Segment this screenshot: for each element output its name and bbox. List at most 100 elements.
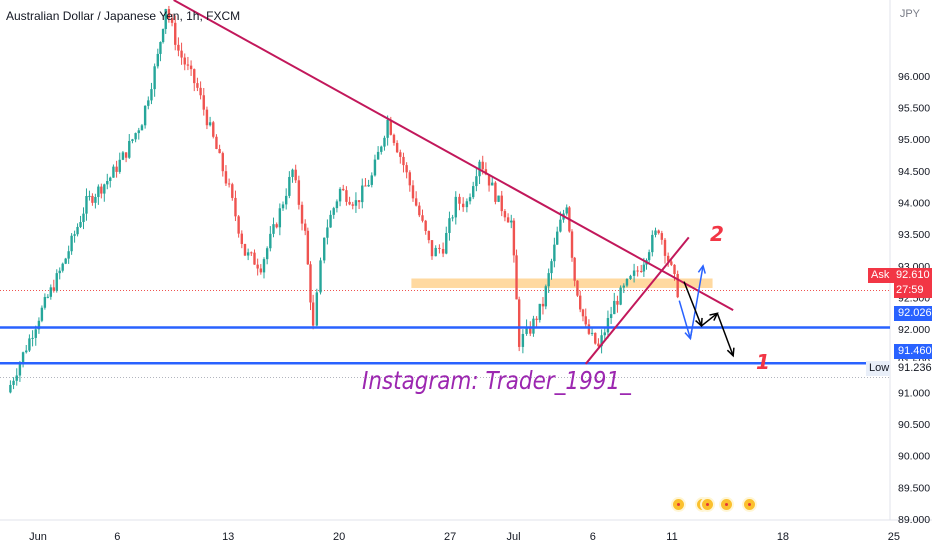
candle-body xyxy=(451,217,454,219)
event-icon[interactable] xyxy=(671,497,686,512)
candle-body xyxy=(300,204,304,224)
candle-body xyxy=(418,205,421,216)
candle-body xyxy=(177,44,180,51)
candle-body xyxy=(85,196,88,214)
candle-body xyxy=(506,217,510,223)
candle-body xyxy=(354,200,358,206)
candle-body xyxy=(297,180,301,205)
candle-body xyxy=(124,152,128,158)
candle-body xyxy=(373,159,377,176)
candle-body xyxy=(660,233,664,240)
candle-body xyxy=(73,234,76,236)
candle-body xyxy=(97,186,100,198)
candle-body xyxy=(109,177,112,181)
candle-body xyxy=(49,287,53,297)
candle-body xyxy=(262,259,266,273)
candle-body xyxy=(221,153,224,172)
candle-body xyxy=(259,268,263,273)
low-label: Low xyxy=(869,362,890,374)
candle-body xyxy=(79,222,82,227)
candle-body xyxy=(67,251,70,259)
event-icon[interactable] xyxy=(719,497,734,512)
candle-body xyxy=(494,182,497,202)
candle-body xyxy=(348,201,351,205)
candle-body xyxy=(294,169,297,181)
candle-body xyxy=(174,22,177,45)
candle-body xyxy=(521,333,525,347)
x-tick-label: 6 xyxy=(590,531,596,543)
candle-body xyxy=(288,176,291,196)
candle-body xyxy=(153,66,156,90)
candle-body xyxy=(128,140,131,158)
candle-body xyxy=(100,186,103,194)
candle-body xyxy=(281,204,285,209)
candle-body xyxy=(541,303,545,307)
low-price-tag: 91.236 xyxy=(894,361,932,376)
candle-body xyxy=(392,134,396,143)
candle-body xyxy=(640,270,643,272)
candle-body xyxy=(234,197,237,217)
candle-body xyxy=(590,332,594,334)
candle-body xyxy=(676,274,679,298)
candle-body xyxy=(370,175,373,185)
candle-body xyxy=(380,146,383,152)
candle-body xyxy=(70,235,73,252)
candle-body xyxy=(15,375,18,381)
level-upper-price: 92.026 xyxy=(898,307,932,319)
candle-body xyxy=(632,270,636,276)
candle-body xyxy=(421,215,424,221)
ask-tag: Ask xyxy=(868,268,894,283)
candle-body xyxy=(434,247,437,257)
instagram-watermark: Instagram: Trader_1991_ xyxy=(362,366,631,395)
candle-body xyxy=(231,184,234,198)
candle-body xyxy=(625,278,629,286)
low-price: 91.236 xyxy=(898,362,932,374)
candle-body xyxy=(424,220,427,232)
candle-body xyxy=(408,172,412,186)
candle-body xyxy=(118,159,121,172)
candle-body xyxy=(306,230,310,265)
x-tick-label: 20 xyxy=(333,531,345,543)
candle-body xyxy=(510,220,513,223)
candle-body xyxy=(579,295,582,310)
candle-body xyxy=(481,161,484,170)
candle-body xyxy=(121,152,125,160)
candle-body xyxy=(491,182,494,186)
candle-body xyxy=(64,258,67,264)
candle-body xyxy=(193,69,196,84)
candle-body xyxy=(156,53,159,67)
candle-body xyxy=(367,184,370,187)
candle-body xyxy=(31,337,34,339)
event-icon[interactable] xyxy=(700,497,715,512)
symbol-title: Australian Dollar / Japanese Yen, 1h, FX… xyxy=(6,9,241,23)
candle-body xyxy=(597,343,600,347)
candle-body xyxy=(237,216,240,234)
candle-body xyxy=(140,125,144,131)
candle-body xyxy=(515,255,518,300)
candle-body xyxy=(46,296,50,298)
candle-body xyxy=(112,166,115,178)
candle-body xyxy=(137,130,140,134)
wave-label-2: 2 xyxy=(710,222,724,246)
candle-body xyxy=(345,190,348,202)
candle-body xyxy=(651,234,654,253)
ask-price: 92.610 xyxy=(896,269,930,281)
candle-body xyxy=(40,307,44,321)
candle-body xyxy=(304,223,307,231)
candle-body xyxy=(414,198,418,206)
candle-body xyxy=(461,203,465,208)
candle-body xyxy=(227,183,231,185)
candle-body xyxy=(250,252,253,254)
candle-body xyxy=(196,83,199,88)
y-tick-label: 91.000 xyxy=(898,387,930,399)
candle-body xyxy=(275,224,278,228)
candle-body xyxy=(503,211,507,218)
candle-body xyxy=(472,186,475,198)
candle-body xyxy=(538,303,541,320)
event-icon[interactable] xyxy=(742,497,757,512)
y-tick-label: 90.500 xyxy=(898,419,930,431)
candle-body xyxy=(311,302,315,326)
candle-body xyxy=(550,261,553,274)
